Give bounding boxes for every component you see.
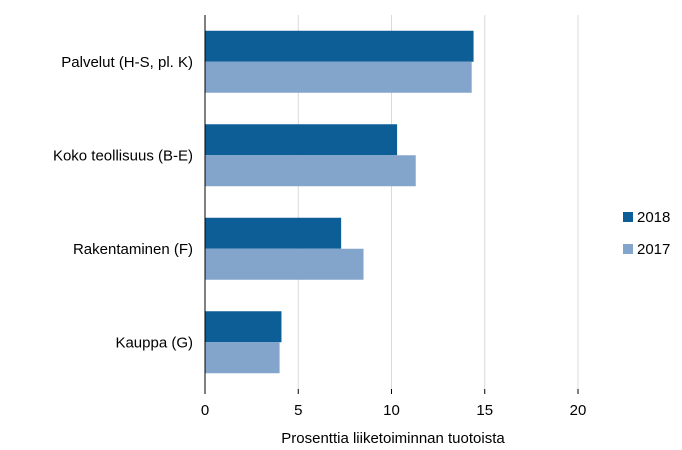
bar-2018 — [205, 311, 282, 343]
category-label: Kauppa (G) — [115, 334, 193, 351]
x-tick-label: 5 — [294, 402, 302, 419]
x-tick-label: 20 — [570, 402, 587, 419]
x-axis-ticks: 0 5 10 15 20 — [201, 389, 587, 419]
bar-2018 — [205, 217, 342, 249]
bars — [205, 30, 474, 374]
category-label: Koko teollisuus (B-E) — [53, 147, 193, 164]
x-tick-label: 15 — [476, 402, 493, 419]
legend-label: 2017 — [637, 241, 670, 258]
bar-2017 — [205, 342, 280, 374]
x-tick-label: 10 — [383, 402, 400, 419]
category-labels: Palvelut (H-S, pl. K) Koko teollisuus (B-… — [53, 54, 193, 352]
x-tick-label: 0 — [201, 402, 209, 419]
legend: 2018 2017 — [623, 209, 670, 258]
bar-2017 — [205, 155, 416, 187]
bar-2017 — [205, 61, 472, 93]
legend-swatch-2018 — [623, 212, 633, 222]
category-label: Palvelut (H-S, pl. K) — [61, 54, 193, 71]
legend-label: 2018 — [637, 209, 670, 226]
x-axis-title: Prosenttia liiketoiminnan tuotoista — [281, 430, 505, 445]
bar-2017 — [205, 248, 364, 280]
bar-2018 — [205, 30, 474, 62]
category-label: Rakentaminen (F) — [73, 241, 193, 258]
legend-swatch-2017 — [623, 244, 633, 254]
bar-2018 — [205, 124, 398, 156]
